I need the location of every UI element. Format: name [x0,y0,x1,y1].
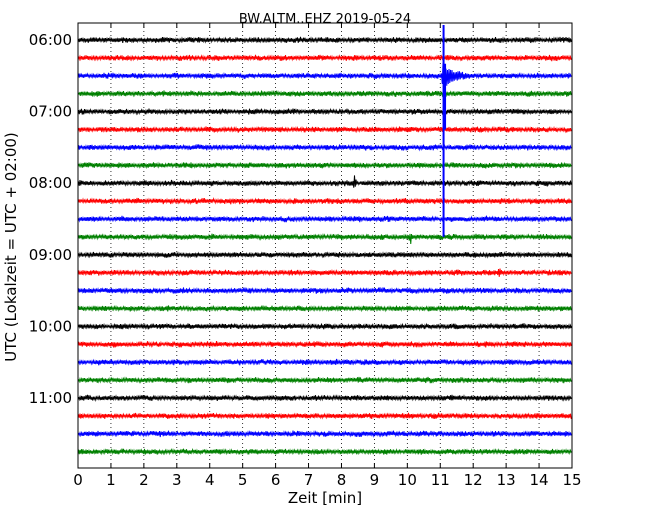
seismogram-trace [78,89,572,98]
seismogram-trace [78,197,572,206]
x-tick-label: 6 [271,471,281,489]
seismogram-trace [78,54,572,62]
x-tick-label: 1 [106,471,116,489]
seismogram-trace [78,340,572,349]
x-tick-label: 0 [73,471,83,489]
seismogram-trace [78,412,572,420]
x-tick-label: 12 [464,471,483,489]
y-tick-label: 11:00 [29,389,72,407]
trace-group [78,25,572,456]
seismogram-trace [78,215,572,223]
seismogram-trace [78,268,572,277]
seismogram-trace [78,161,572,170]
y-tick-label: 07:00 [29,103,72,121]
chart-title: BW.ALTM..EHZ 2019-05-24 [239,12,411,27]
x-tick-label: 4 [205,471,215,489]
y-axis: 06:00 07:00 08:00 09:00 10:00 11:00 [29,31,572,407]
y-tick-label: 06:00 [29,31,72,49]
seismogram-trace [78,143,572,152]
seismogram-trace [78,358,572,367]
x-axis: 0 1 2 3 4 5 6 7 8 9 10 11 12 13 14 15 [73,23,582,489]
seismogram-trace [78,107,572,116]
y-tick-label: 09:00 [29,246,72,264]
seismogram-trace [78,233,572,244]
seismogram-trace [78,36,572,44]
x-tick-label: 5 [238,471,248,489]
y-tick-label: 08:00 [29,174,72,192]
seismogram-trace [78,251,572,259]
x-tick-label: 3 [172,471,182,489]
x-tick-label: 14 [530,471,549,489]
seismogram-trace [78,63,572,86]
seismogram-trace [78,430,572,438]
plot-frame [77,22,573,469]
seismogram-trace [78,447,572,456]
x-tick-label: 7 [304,471,314,489]
x-axis-label: Zeit [min] [288,489,362,507]
seismogram-trace [78,175,572,188]
grid-lines [110,23,540,468]
x-tick-label: 13 [497,471,516,489]
x-tick-label: 11 [431,471,450,489]
x-tick-label: 10 [398,471,417,489]
y-tick-label: 10:00 [29,317,72,335]
x-tick-label: 8 [337,471,347,489]
x-tick-label: 2 [139,471,149,489]
seismogram-trace [78,125,572,134]
seismogram-trace [78,286,572,295]
seismogram-trace [78,322,572,331]
seismogram-trace [78,304,572,313]
seismogram-trace [78,394,572,402]
seismogram-trace [78,376,572,384]
x-tick-label: 15 [562,471,581,489]
x-tick-label: 9 [370,471,380,489]
y-axis-label: UTC (Lokalzeit = UTC + 02:00) [2,132,20,362]
